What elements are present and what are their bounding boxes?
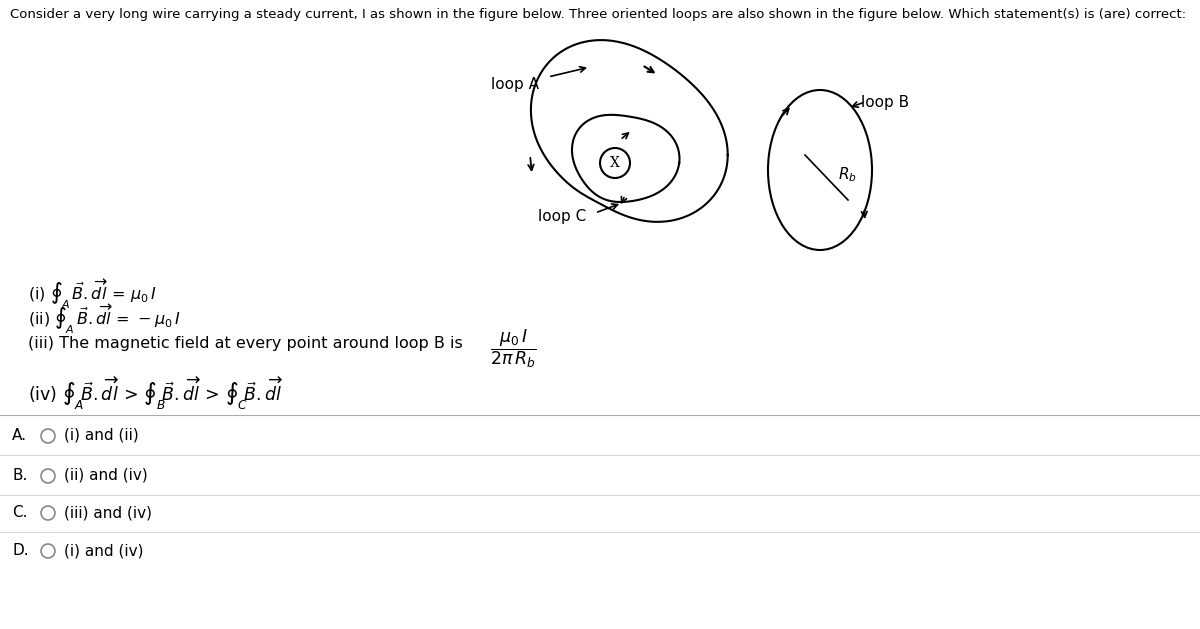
Text: $\dfrac{\mu_0\, I}{2\pi\, R_b}$: $\dfrac{\mu_0\, I}{2\pi\, R_b}$ [490,328,536,370]
Circle shape [41,429,55,443]
Text: loop C: loop C [538,209,586,225]
Text: X: X [610,156,620,170]
Circle shape [600,148,630,178]
Circle shape [41,469,55,483]
Circle shape [41,506,55,520]
Text: D.: D. [12,543,29,558]
Text: (i) and (iv): (i) and (iv) [64,543,144,558]
Text: (ii) and (iv): (ii) and (iv) [64,468,148,483]
Text: (ii) $\oint_A \,\vec{B}.\overrightarrow{dl}\, =\, -\mu_0\, I$: (ii) $\oint_A \,\vec{B}.\overrightarrow{… [28,303,181,337]
Text: (i) $\oint_A \,\vec{B}.\overrightarrow{dl}\, =\, \mu_0\, I$: (i) $\oint_A \,\vec{B}.\overrightarrow{d… [28,278,157,311]
Text: $R_b$: $R_b$ [838,165,857,184]
Text: B.: B. [12,468,28,483]
Circle shape [41,544,55,558]
Text: (i) and (ii): (i) and (ii) [64,428,139,443]
Text: Consider a very long wire carrying a steady current, I as shown in the figure be: Consider a very long wire carrying a ste… [10,8,1186,21]
Text: loop A: loop A [491,77,539,92]
Text: (iii) The magnetic field at every point around loop B is: (iii) The magnetic field at every point … [28,336,463,351]
Text: loop B: loop B [860,94,910,109]
Text: (iv) $\oint_A \!\vec{B}.\overrightarrow{dl}\,>\,\oint_B \!\vec{B}.\overrightarro: (iv) $\oint_A \!\vec{B}.\overrightarrow{… [28,376,283,413]
Text: (iii) and (iv): (iii) and (iv) [64,505,152,520]
Text: A.: A. [12,428,28,443]
Text: C.: C. [12,505,28,520]
